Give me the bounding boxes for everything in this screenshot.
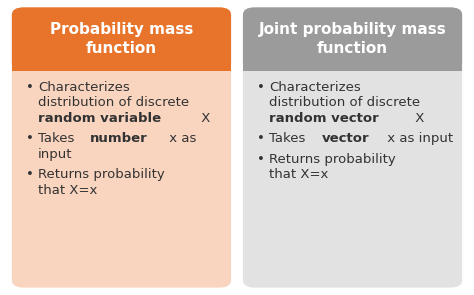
FancyBboxPatch shape bbox=[243, 7, 462, 288]
Text: •: • bbox=[257, 81, 265, 94]
Text: •: • bbox=[26, 81, 34, 94]
Text: distribution of discrete: distribution of discrete bbox=[269, 96, 420, 109]
Text: distribution of discrete: distribution of discrete bbox=[38, 96, 189, 109]
Text: that X=x: that X=x bbox=[38, 184, 97, 197]
Text: that X=x: that X=x bbox=[269, 168, 328, 181]
Text: Takes: Takes bbox=[38, 132, 79, 145]
Text: •: • bbox=[26, 132, 34, 145]
Text: Characterizes: Characterizes bbox=[269, 81, 361, 94]
Text: vector: vector bbox=[321, 132, 369, 145]
Text: x as input: x as input bbox=[383, 132, 453, 145]
Text: random variable: random variable bbox=[38, 112, 161, 125]
FancyBboxPatch shape bbox=[12, 7, 231, 71]
Text: X: X bbox=[197, 112, 210, 125]
Bar bbox=[12, 45, 231, 71]
Text: number: number bbox=[91, 132, 148, 145]
Text: •: • bbox=[257, 132, 265, 145]
Text: Returns probability: Returns probability bbox=[269, 153, 396, 166]
FancyBboxPatch shape bbox=[243, 7, 462, 71]
Text: Characterizes: Characterizes bbox=[38, 81, 130, 94]
Text: input: input bbox=[38, 148, 73, 161]
Text: Returns probability: Returns probability bbox=[38, 168, 164, 181]
Text: Probability mass
function: Probability mass function bbox=[50, 22, 193, 56]
Text: Joint probability mass
function: Joint probability mass function bbox=[259, 22, 447, 56]
Text: •: • bbox=[257, 153, 265, 166]
FancyBboxPatch shape bbox=[12, 7, 231, 288]
Bar bbox=[243, 45, 462, 71]
Text: X: X bbox=[410, 112, 424, 125]
Text: •: • bbox=[26, 168, 34, 181]
Text: x as: x as bbox=[165, 132, 196, 145]
Text: Takes: Takes bbox=[269, 132, 310, 145]
Text: random vector: random vector bbox=[269, 112, 379, 125]
